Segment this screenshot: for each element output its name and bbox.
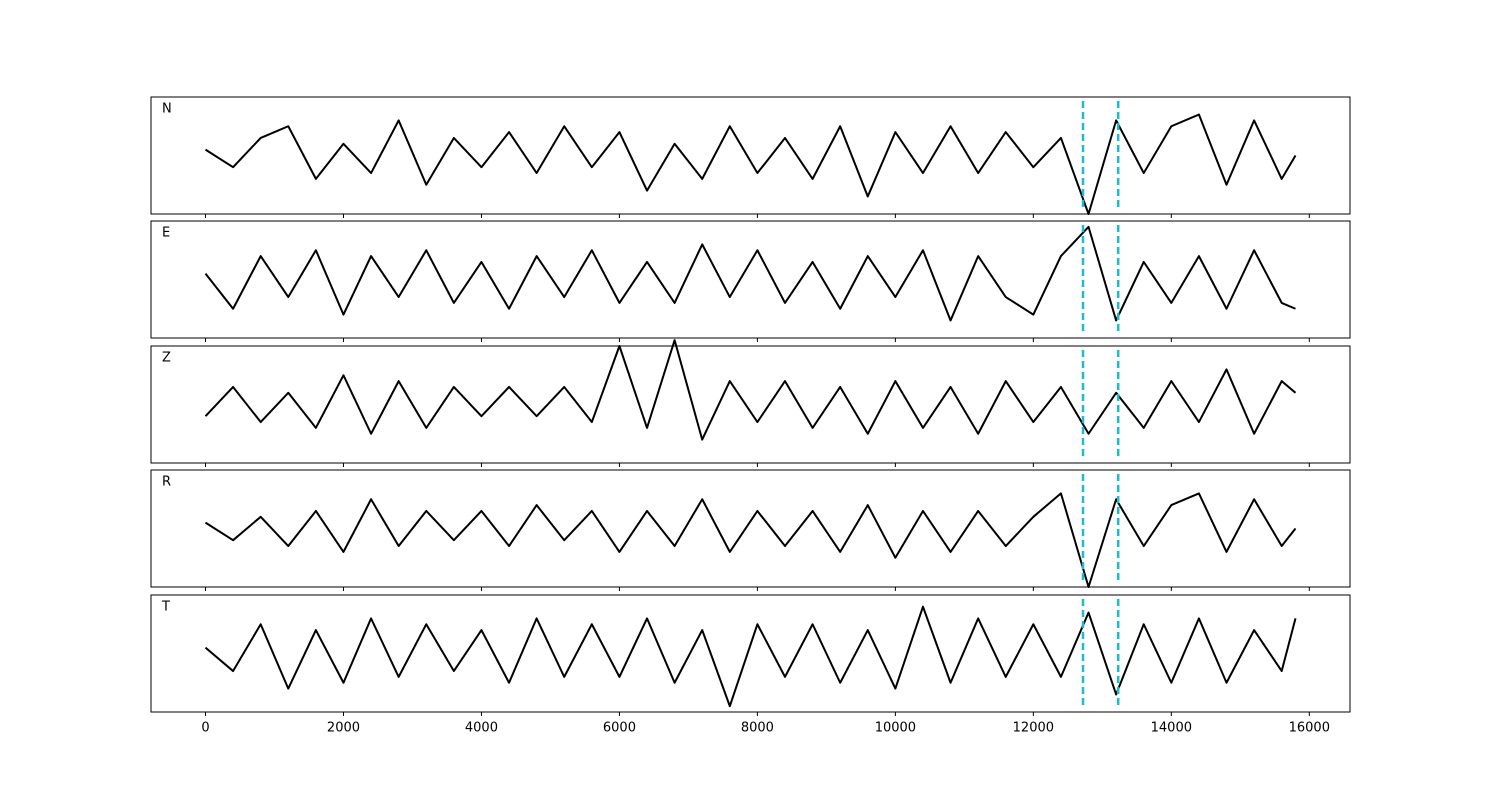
x-tick-label: 4000 <box>465 721 498 736</box>
trace <box>204 113 1297 215</box>
x-tick-label: 10000 <box>875 721 916 736</box>
channel-label: E <box>162 226 170 241</box>
panel-frame <box>150 469 1351 588</box>
channel-label: T <box>161 600 170 615</box>
trace <box>204 605 1297 708</box>
channel-label: R <box>162 475 171 490</box>
panel-frame <box>150 96 1351 215</box>
x-tick-label: 2000 <box>327 721 360 736</box>
x-tick-label: 12000 <box>1013 721 1054 736</box>
x-tick-label: 6000 <box>603 721 636 736</box>
channel-label: N <box>162 102 172 117</box>
x-tick-label: 14000 <box>1151 721 1192 736</box>
trace <box>204 339 1297 441</box>
x-tick-label: 16000 <box>1289 721 1330 736</box>
x-tick-label: 0 <box>201 721 209 736</box>
panel-frame <box>150 220 1351 339</box>
channel-label: Z <box>162 351 171 366</box>
trace <box>204 492 1297 588</box>
panel-frame <box>150 594 1351 713</box>
trace <box>204 225 1296 322</box>
x-tick-label: 8000 <box>741 721 774 736</box>
panel-frame <box>150 345 1351 464</box>
